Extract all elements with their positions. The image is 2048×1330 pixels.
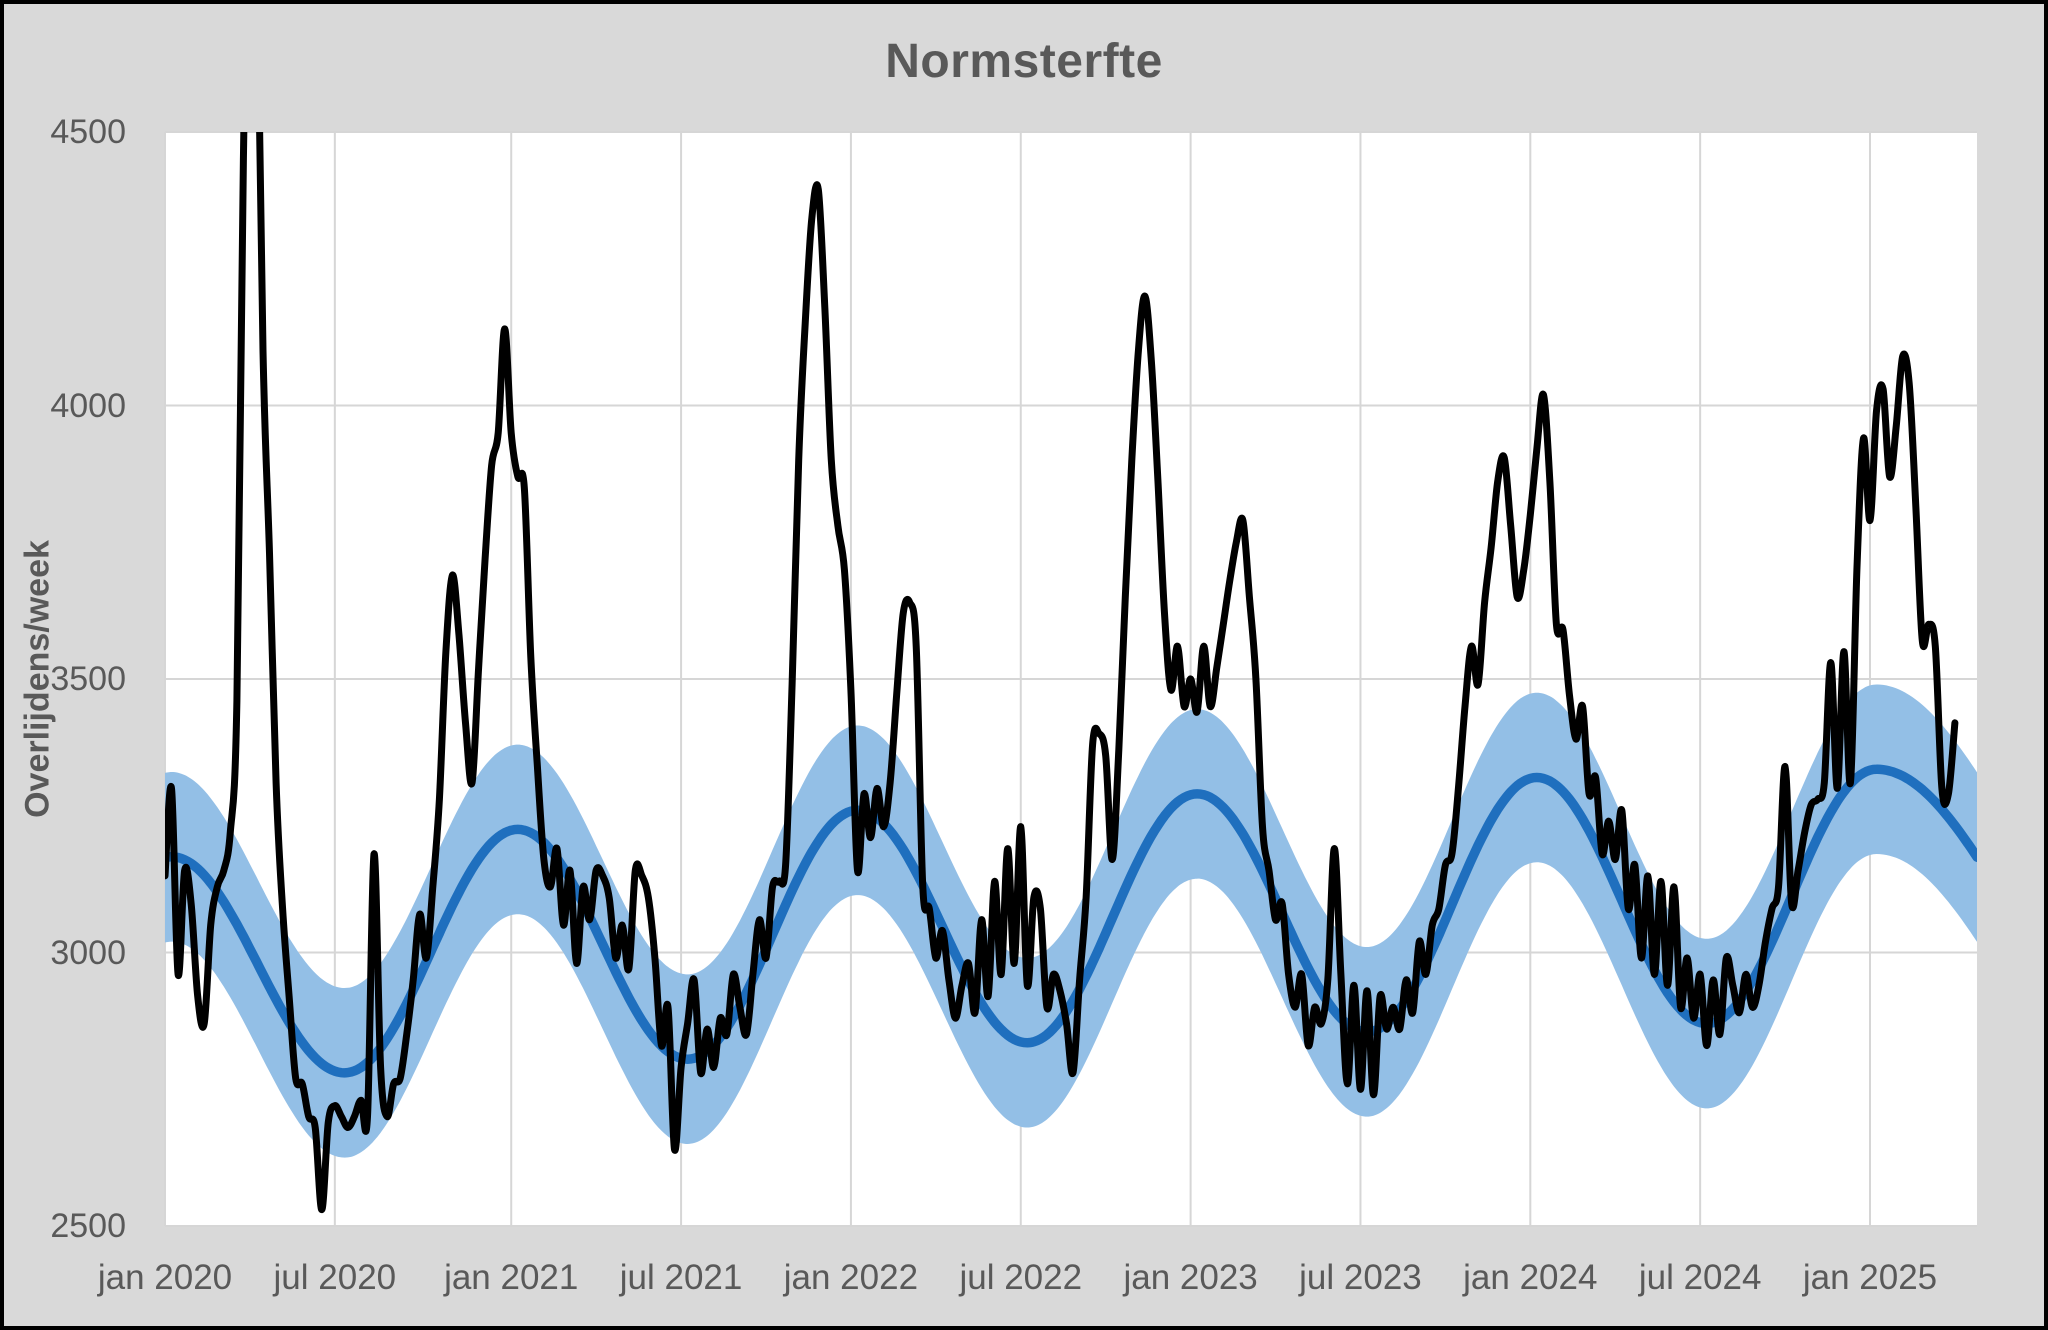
confidence-band (165, 684, 1977, 1158)
x-tick-label: jan 2024 (1463, 1258, 1598, 1297)
series-group (165, 132, 1977, 1214)
x-tick-label: jul 2024 (1638, 1258, 1762, 1297)
y-tick-label: 4000 (50, 386, 126, 425)
y-tick-label: 2500 (50, 1207, 126, 1245)
x-tick-label: jan 2023 (1123, 1258, 1258, 1297)
x-tick-label: jul 2021 (619, 1258, 743, 1297)
x-tick-label: jul 2022 (959, 1258, 1083, 1297)
x-tick-label: jan 2022 (783, 1258, 919, 1297)
chart-title: Normsterfte (885, 35, 1163, 88)
x-tick-label: jul 2020 (273, 1258, 397, 1297)
y-tick-label: 4500 (50, 113, 126, 151)
y-tick-label: 3500 (50, 660, 126, 698)
x-tick-label: jan 2025 (1802, 1258, 1938, 1297)
y-tick-label: 3000 (50, 933, 126, 972)
x-tick-label: jul 2023 (1299, 1258, 1422, 1297)
x-tick-label: jan 2021 (444, 1258, 579, 1297)
actual-deaths-line (165, 132, 1959, 1214)
plot-area (164, 131, 1977, 1227)
x-tick-label: jan 2020 (97, 1258, 233, 1297)
